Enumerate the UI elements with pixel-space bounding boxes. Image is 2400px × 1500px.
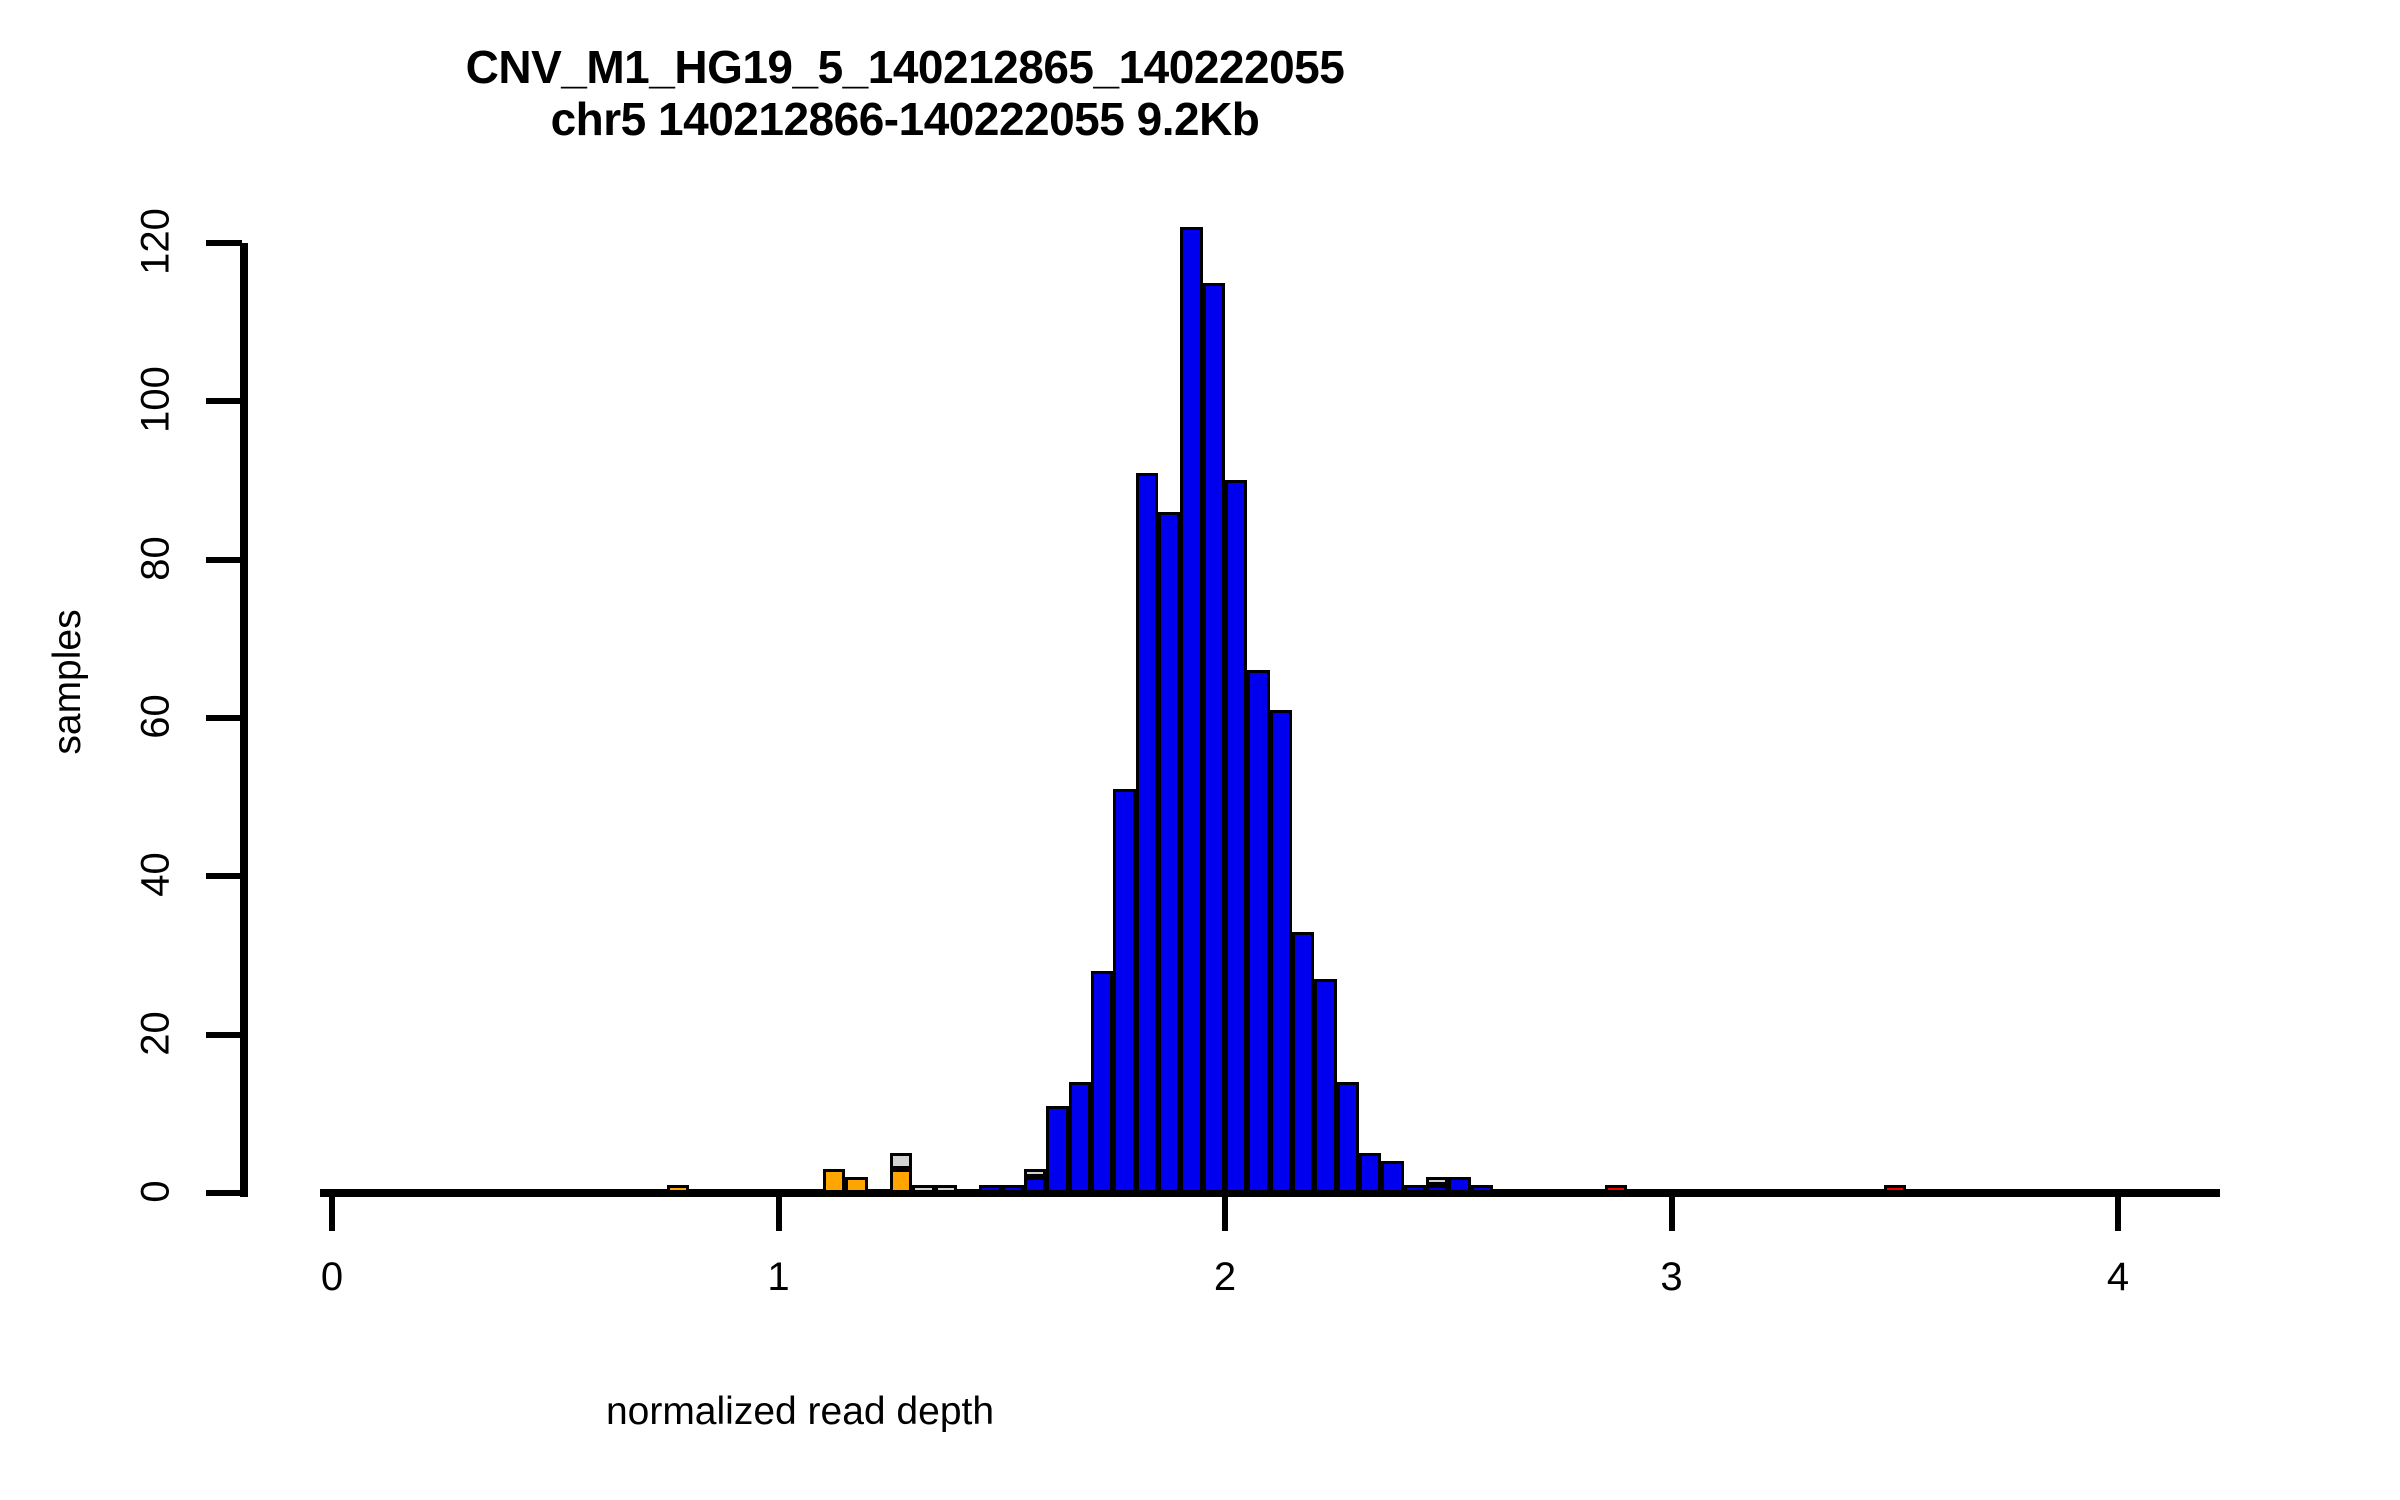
- y-axis-tick: [206, 714, 242, 721]
- histogram-bar: [912, 1185, 935, 1193]
- histogram-bar: [934, 1185, 958, 1193]
- y-axis-tick-label: 100: [133, 366, 178, 434]
- histogram-bar: [1024, 1177, 1047, 1193]
- histogram-bar: [1314, 979, 1337, 1193]
- y-axis-tick: [206, 398, 242, 405]
- histogram-bar: [979, 1185, 1002, 1193]
- histogram-bar: [1604, 1185, 1627, 1193]
- chart-title: CNV_M1_HG19_5_140212865_140222055 chr5 1…: [0, 41, 1810, 145]
- histogram-bar: [823, 1169, 846, 1193]
- x-axis-tick-label: 3: [1660, 1255, 1683, 1299]
- histogram-bar: [1269, 710, 1292, 1193]
- histogram-bar: [1247, 670, 1270, 1193]
- chart-title-line-2: chr5 140212866-140222055 9.2Kb: [550, 92, 1260, 145]
- histogram-bar: [1001, 1185, 1025, 1193]
- y-axis-tick-label: 80: [133, 535, 178, 581]
- histogram-bar: [845, 1177, 868, 1193]
- x-axis-tick: [329, 1197, 335, 1231]
- histogram-bar: [1113, 789, 1136, 1193]
- histogram-bar: [1135, 472, 1158, 1193]
- histogram-bar: [1358, 1153, 1382, 1193]
- x-axis-tick-label: 2: [1213, 1255, 1237, 1299]
- x-axis-tick: [775, 1197, 782, 1231]
- histogram-bar: [666, 1185, 690, 1193]
- histogram-bar: [1046, 1105, 1069, 1193]
- histogram-bar: [1448, 1177, 1471, 1193]
- y-axis-tick: [206, 873, 242, 880]
- y-axis-tick: [206, 1031, 242, 1038]
- histogram-bar: [1425, 1185, 1449, 1193]
- histogram-bar: [1180, 227, 1203, 1193]
- y-axis-label: samples: [46, 609, 89, 755]
- y-axis-tick-label: 40: [133, 852, 178, 898]
- histogram-bar: [890, 1153, 913, 1170]
- y-axis-tick-label: 120: [133, 208, 178, 275]
- y-axis-tick-label: 20: [133, 1010, 178, 1056]
- histogram-bar: [1291, 931, 1315, 1193]
- x-axis-tick-label: 1: [767, 1255, 790, 1299]
- histogram-bar: [1068, 1082, 1092, 1193]
- y-axis-tick: [206, 556, 242, 563]
- x-axis-tick: [1222, 1197, 1228, 1231]
- y-axis-tick: [206, 1190, 242, 1196]
- x-axis-label: normalized read depth: [605, 1390, 995, 1433]
- histogram-bar: [1158, 512, 1181, 1193]
- histogram-bar: [1202, 282, 1225, 1193]
- histogram-bar: [890, 1169, 913, 1193]
- histogram-bar: [1470, 1185, 1493, 1193]
- y-axis-tick-label: 0: [133, 1180, 178, 1203]
- histogram-bar: [1883, 1185, 1906, 1193]
- x-axis-tick-label: 0: [320, 1255, 344, 1299]
- y-axis-tick: [206, 239, 242, 246]
- y-axis-tick-label: 60: [133, 694, 178, 739]
- histogram-bar: [1225, 480, 1248, 1193]
- x-axis-tick: [2115, 1197, 2121, 1231]
- histogram-bar: [1381, 1161, 1404, 1193]
- y-axis-line: [240, 242, 248, 1197]
- histogram-bar: [1403, 1185, 1426, 1193]
- histogram-bar: [1091, 971, 1114, 1193]
- histogram-bar: [1425, 1177, 1449, 1186]
- x-axis-tick: [1668, 1197, 1675, 1231]
- histogram-bar: [1336, 1082, 1359, 1193]
- x-axis-line: [320, 1189, 2220, 1197]
- x-axis-tick-label: 4: [2106, 1255, 2130, 1299]
- chart-title-line-1: CNV_M1_HG19_5_140212865_140222055: [465, 41, 1345, 93]
- histogram-bar: [1024, 1169, 1047, 1178]
